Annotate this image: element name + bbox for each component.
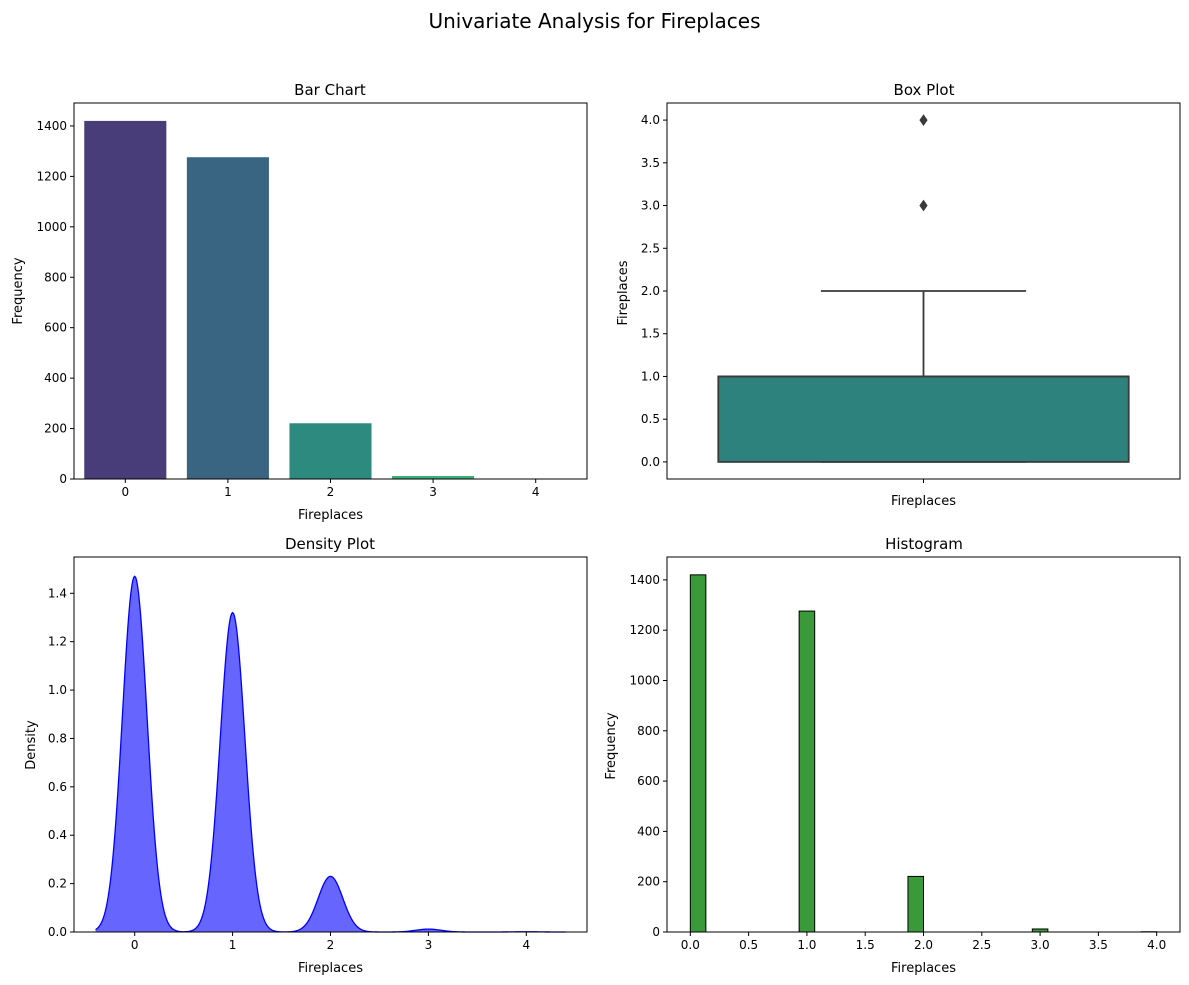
box-plot-ytick-label: 0.0	[641, 455, 660, 469]
histogram-xtick-label: 2.5	[972, 938, 991, 952]
bar-chart-ylabel: Frequency	[11, 257, 26, 324]
histogram-bar	[798, 610, 816, 933]
histogram-ytick-label: 1400	[629, 573, 660, 587]
bar-chart-xtick-label: 2	[327, 485, 335, 499]
box-plot-ytick-label: 0.5	[641, 412, 660, 426]
bar-chart-ytick-label: 200	[44, 422, 67, 436]
density-plot-xtick-label: 3	[425, 938, 433, 952]
box-outlier	[919, 114, 928, 126]
histogram-ytick-label: 400	[637, 824, 660, 838]
bar-chart-ytick-label: 1400	[36, 119, 67, 133]
histogram-ytick-label: 0	[652, 925, 660, 939]
bar-chart-marks	[84, 120, 577, 480]
bar-chart-ytick-label: 1200	[36, 169, 67, 183]
box-plot-xlabel: Fireplaces	[891, 494, 956, 509]
bar-chart-ytick-label: 0	[59, 472, 67, 486]
histogram-marks	[689, 574, 1158, 933]
bar	[392, 475, 475, 479]
histogram-ticks: 0 200 400 600 800 1000 1200 1400 0.0 0.5 1.0 1.5 2.0…	[629, 573, 1166, 952]
histogram-axes	[666, 556, 1181, 933]
box-plot-axes	[666, 102, 1181, 480]
density-plot-xtick-label: 0	[131, 938, 139, 952]
histogram-xtick-label: 4.0	[1147, 938, 1166, 952]
density-plot-ytick-label: 1.0	[48, 683, 67, 697]
density-plot-ticks: 0.0 0.2 0.4 0.6 0.8 1.0 1.2 1.4 0 1 2 3 4	[48, 586, 530, 952]
histogram-ytick-label: 200	[637, 875, 660, 889]
histogram-xtick-label: 0.5	[739, 938, 758, 952]
histogram-ytick-label: 600	[637, 774, 660, 788]
box-plot-ylabel: Fireplaces	[616, 260, 631, 325]
density-plot-ytick-label: 0.0	[48, 925, 67, 939]
density-plot-ytick-label: 0.2	[48, 877, 67, 891]
histogram-xtick-label: 1.0	[797, 938, 816, 952]
box-plot-ticks: 0.0 0.5 1.0 1.5 2.0 2.5 3.0 3.5 4.0	[641, 113, 924, 483]
histogram-ytick-label: 1000	[629, 673, 660, 687]
box-plot-ytick-label: 1.0	[641, 369, 660, 383]
histogram-ytick-label: 800	[637, 724, 660, 738]
histogram-panel: Histogram 0 200 400 600 800 1000 1200 1400 0.0 0.…	[604, 535, 1181, 976]
histogram-ytick-label: 1200	[629, 623, 660, 637]
bar-chart-xtick-label: 4	[532, 485, 540, 499]
bar-chart-xlabel: Fireplaces	[298, 508, 363, 523]
bar-chart-axes	[73, 102, 588, 480]
histogram-bar	[689, 574, 707, 933]
bar-chart-ytick-label: 800	[44, 270, 67, 284]
box-plot-marks	[717, 114, 1130, 463]
histogram-xtick-label: 0.0	[681, 938, 700, 952]
bar-chart-ytick-label: 400	[44, 371, 67, 385]
box-plot-ytick-label: 1.5	[641, 327, 660, 341]
histogram-xlabel: Fireplaces	[891, 961, 956, 976]
bar-chart-xtick-label: 3	[429, 485, 437, 499]
box-outlier	[919, 199, 928, 212]
box-iqr	[717, 375, 1130, 463]
box-plot-ytick-label: 3.5	[641, 156, 660, 170]
density-plot-xtick-label: 1	[229, 938, 237, 952]
density-plot-title: Density Plot	[285, 535, 375, 553]
bar	[289, 423, 372, 479]
density-plot-xtick-label: 4	[522, 938, 530, 952]
bar-chart-ytick-label: 600	[44, 321, 67, 335]
density-plot-ytick-label: 1.4	[48, 586, 67, 600]
density-area	[95, 576, 566, 932]
bar-chart-title: Bar Chart	[294, 81, 366, 99]
histogram-ylabel: Frequency	[604, 712, 619, 779]
box-plot-panel: Box Plot 0.0 0.5 1.0 1.5 2.0 2.5 3.0 3.5 4.0 Fir…	[616, 81, 1181, 509]
density-plot-panel: Density Plot 0.0 0.2 0.4 0.6 0.8 1.0 1.2 1.4 0 1 2…	[24, 535, 588, 976]
histogram-bar	[907, 875, 925, 933]
bar-chart-panel: Bar Chart 0 200 400 600 800 1000 1200 1400 0 1 2 3 4…	[11, 81, 588, 523]
histogram-xtick-label: 3.0	[1031, 938, 1050, 952]
bar	[84, 120, 167, 480]
density-plot-xtick-label: 2	[327, 938, 335, 952]
histogram-xtick-label: 2.0	[914, 938, 933, 952]
density-plot-ytick-label: 0.6	[48, 780, 67, 794]
box-plot-ytick-label: 2.5	[641, 241, 660, 255]
bar	[186, 157, 269, 480]
density-plot-ylabel: Density	[24, 720, 39, 770]
histogram-xtick-label: 3.5	[1089, 938, 1108, 952]
density-plot-axes	[73, 556, 588, 933]
density-plot-ytick-label: 0.8	[48, 731, 67, 745]
density-plot-marks	[95, 575, 566, 933]
density-plot-xlabel: Fireplaces	[298, 961, 363, 976]
box-plot-ytick-label: 3.0	[641, 199, 660, 213]
box-plot-title: Box Plot	[894, 81, 955, 99]
bar-chart-ytick-label: 1000	[36, 220, 67, 234]
histogram-xtick-label: 1.5	[856, 938, 875, 952]
bar-chart-ticks: 0 200 400 600 800 1000 1200 1400 0 1 2 3 4	[36, 119, 539, 499]
box-plot-ytick-label: 4.0	[641, 113, 660, 127]
bar-chart-xtick-label: 1	[224, 485, 232, 499]
histogram-title: Histogram	[885, 535, 963, 553]
bar-chart-xtick-label: 0	[121, 485, 129, 499]
figure-title: Univariate Analysis for Fireplaces	[428, 9, 760, 33]
box-plot-ytick-label: 2.0	[641, 284, 660, 298]
density-plot-ytick-label: 1.2	[48, 635, 67, 649]
density-plot-ytick-label: 0.4	[48, 828, 67, 842]
